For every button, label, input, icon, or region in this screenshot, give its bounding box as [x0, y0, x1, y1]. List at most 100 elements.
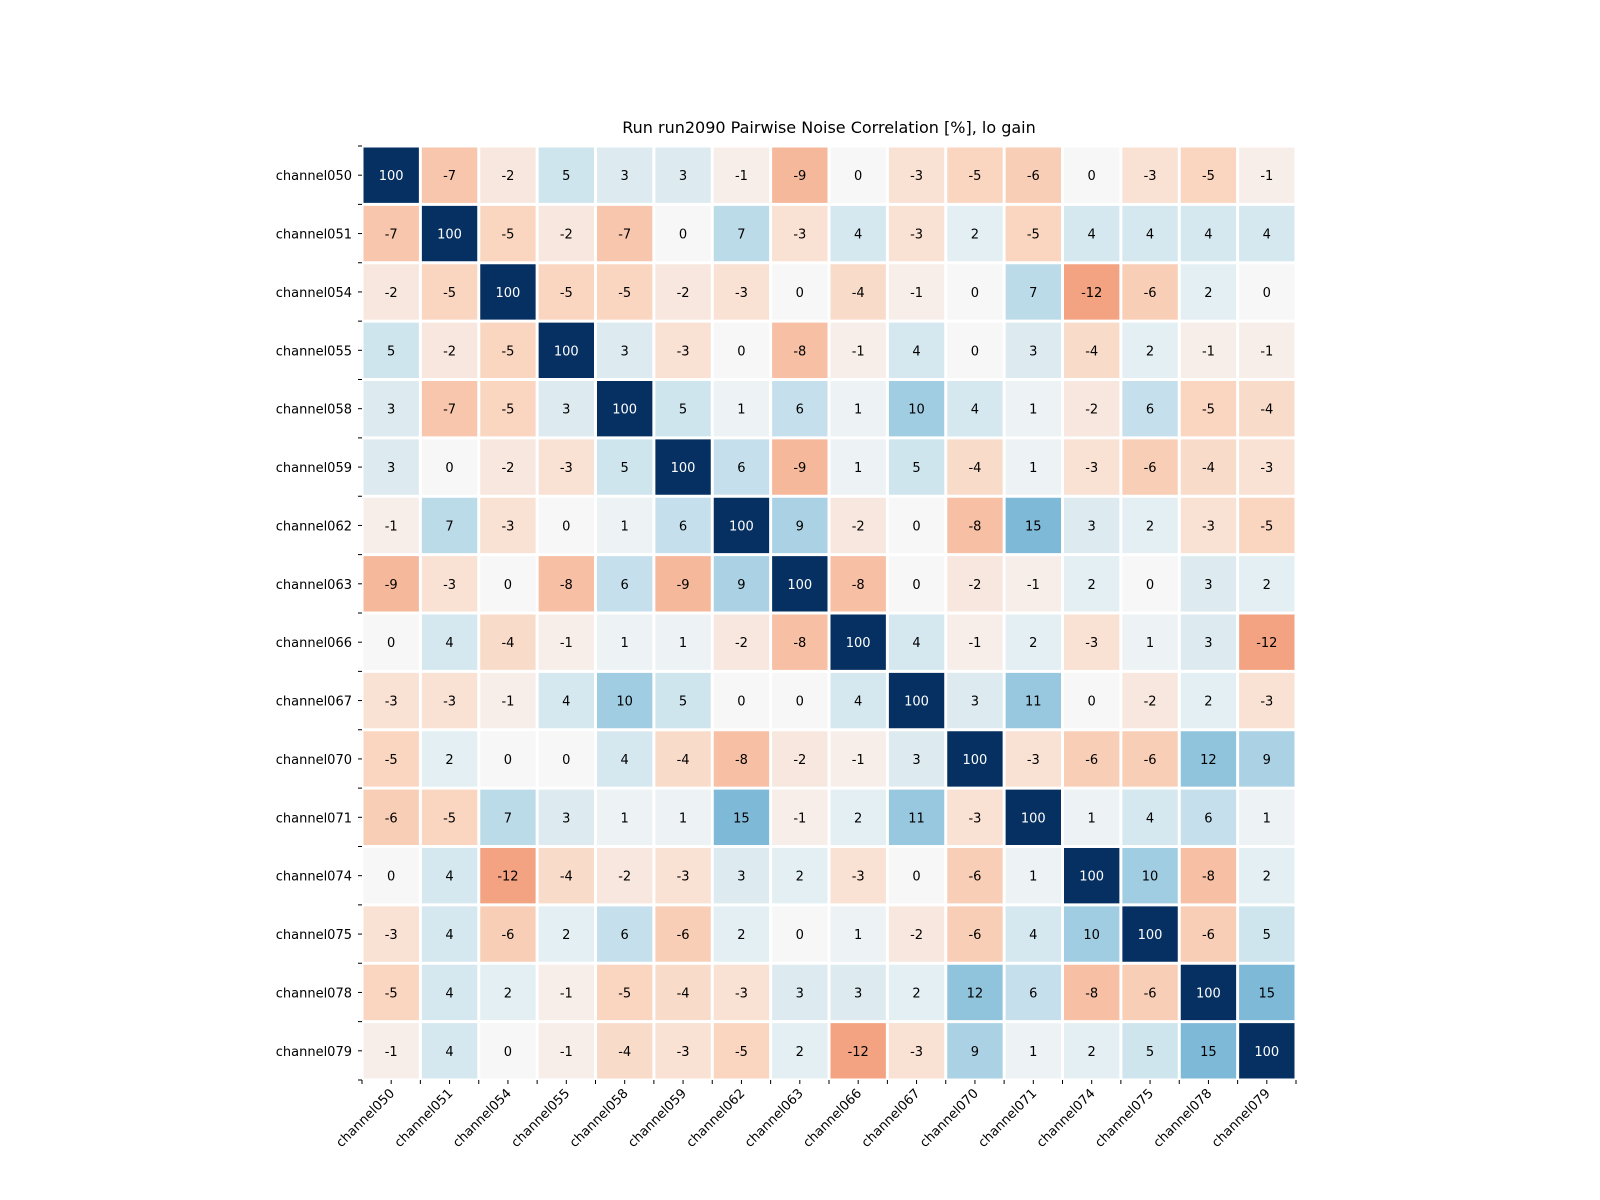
heatmap-cell-channel079-channel079 [1239, 1023, 1295, 1079]
heatmap-cell-channel078-channel051 [421, 964, 478, 1021]
heatmap-cell-channel062-channel078 [1180, 497, 1237, 554]
heatmap-cell-channel054-channel071 [1005, 264, 1061, 320]
heatmap-cell-value: 1 [621, 811, 629, 826]
heatmap-cell-value: -1 [1260, 169, 1273, 184]
heatmap-cell-channel058-channel079 [1239, 381, 1295, 437]
heatmap-cell-channel066-channel078 [1180, 614, 1237, 670]
heatmap-cell-channel078-channel058 [597, 964, 653, 1021]
heatmap-cell-channel063-channel062 [713, 556, 770, 612]
heatmap-cell-value: 100 [1021, 811, 1046, 826]
heatmap-cell-channel074-channel079 [1239, 848, 1295, 904]
heatmap-cell-channel066-channel074 [1064, 614, 1120, 670]
heatmap-cell-channel079-channel062 [713, 1023, 770, 1079]
y-tick-label: channel063 [276, 578, 352, 593]
heatmap-cell-value: 3 [562, 811, 570, 826]
heatmap-cell-channel079-channel066 [830, 1023, 886, 1079]
heatmap-cell-channel051-channel078 [1180, 205, 1237, 262]
heatmap-cell-value: 4 [912, 636, 920, 651]
x-tick-label: channel051 [392, 1086, 457, 1151]
heatmap-cell-value: 100 [1138, 928, 1163, 943]
heatmap-cell-value: -1 [910, 286, 923, 301]
heatmap-cell-channel079-channel059 [655, 1023, 711, 1079]
y-tick-label: channel050 [276, 169, 352, 184]
heatmap-cell-value: 2 [737, 928, 745, 943]
heatmap-cell-channel078-channel059 [655, 964, 711, 1021]
heatmap-cell-value: 4 [621, 753, 629, 768]
heatmap-cell-channel079-channel055 [538, 1023, 594, 1079]
heatmap-cell-channel058-channel075 [1122, 381, 1178, 437]
heatmap-cell-channel067-channel078 [1180, 672, 1237, 729]
heatmap-cell-channel075-channel050 [363, 906, 419, 962]
heatmap-cell-channel075-channel051 [421, 906, 478, 962]
heatmap-cell-channel074-channel066 [830, 848, 886, 904]
heatmap-cell-channel066-channel063 [772, 614, 828, 670]
heatmap-cell-channel071-channel050 [363, 789, 419, 845]
heatmap-cell-value: -3 [1027, 753, 1040, 768]
heatmap-cell-value: -1 [385, 519, 398, 534]
heatmap-cell-value: -3 [1085, 636, 1098, 651]
heatmap-cell-channel070-channel058 [597, 731, 653, 787]
heatmap-cell-channel071-channel067 [888, 789, 945, 845]
heatmap-cell-value: 11 [908, 811, 925, 826]
heatmap-cell-value: -3 [968, 811, 981, 826]
heatmap-cell-channel079-channel070 [947, 1023, 1003, 1079]
y-tick-label: channel075 [276, 928, 352, 943]
heatmap-cell-channel062-channel075 [1122, 497, 1178, 554]
heatmap-cell-channel058-channel059 [655, 381, 711, 437]
heatmap-cell-value: -5 [618, 986, 631, 1001]
heatmap-cell-value: 2 [1263, 870, 1271, 885]
heatmap-cell-value: -3 [385, 928, 398, 943]
heatmap-cell-channel062-channel067 [888, 497, 945, 554]
heatmap-cell-value: -4 [677, 753, 690, 768]
heatmap-cell-channel062-channel058 [597, 497, 653, 554]
heatmap-cell-channel071-channel070 [947, 789, 1003, 845]
heatmap-cell-channel051-channel063 [772, 205, 828, 262]
heatmap-cell-channel051-channel059 [655, 205, 711, 262]
heatmap-cell-value: -1 [501, 695, 514, 710]
heatmap-cell-channel050-channel067 [888, 147, 945, 203]
heatmap-cell-channel063-channel066 [830, 556, 886, 612]
heatmap-cell-channel071-channel062 [713, 789, 770, 845]
heatmap-cell-value: 12 [967, 986, 984, 1001]
heatmap-cell-value: 1 [621, 636, 629, 651]
heatmap-cell-channel058-channel062 [713, 381, 770, 437]
heatmap-cell-channel051-channel062 [713, 205, 770, 262]
heatmap-cell-value: -8 [968, 519, 981, 534]
heatmap-cell-value: -12 [1081, 286, 1102, 301]
heatmap-cell-value: -5 [1202, 169, 1215, 184]
heatmap-cell-channel054-channel062 [713, 264, 770, 320]
heatmap-cell-channel051-channel055 [538, 205, 594, 262]
heatmap-cell-value: 3 [621, 169, 629, 184]
heatmap-cell-channel054-channel066 [830, 264, 886, 320]
heatmap-cell-channel051-channel067 [888, 205, 945, 262]
heatmap-cell-value: 4 [445, 928, 453, 943]
heatmap-cell-channel071-channel055 [538, 789, 594, 845]
heatmap-cell-value: -1 [560, 1045, 573, 1060]
heatmap-cell-value: 3 [912, 753, 920, 768]
heatmap-cell-value: -1 [852, 344, 865, 359]
heatmap-cell-channel055-channel058 [597, 322, 653, 378]
heatmap-cell-value: 15 [1259, 986, 1276, 1001]
heatmap-cell-channel062-channel063 [772, 497, 828, 554]
heatmap-cell-value: -6 [501, 928, 514, 943]
heatmap-cell-channel074-channel074 [1064, 848, 1120, 904]
heatmap-cell-channel067-channel079 [1239, 672, 1295, 729]
heatmap-cell-value: 4 [1088, 228, 1096, 243]
heatmap-cell-value: -5 [1202, 403, 1215, 418]
heatmap-cell-value: 1 [621, 519, 629, 534]
heatmap-cell-channel075-channel079 [1239, 906, 1295, 962]
heatmap-cell-channel051-channel074 [1064, 205, 1120, 262]
heatmap-cell-value: -5 [385, 986, 398, 1001]
heatmap-cell-value: -5 [501, 228, 514, 243]
heatmap-cell-channel058-channel074 [1064, 381, 1120, 437]
heatmap-cell-value: 100 [554, 344, 579, 359]
heatmap-cell-value: -1 [852, 753, 865, 768]
heatmap-cell-value: -3 [1260, 695, 1273, 710]
heatmap-cell-value: 3 [1029, 344, 1037, 359]
heatmap-cell-value: -12 [497, 870, 518, 885]
heatmap-cell-value: 0 [1088, 695, 1096, 710]
heatmap-cell-channel070-channel062 [713, 731, 770, 787]
heatmap-cell-value: 6 [679, 519, 687, 534]
heatmap-cell-channel067-channel067 [888, 672, 945, 729]
heatmap-cell-value: -4 [618, 1045, 631, 1060]
